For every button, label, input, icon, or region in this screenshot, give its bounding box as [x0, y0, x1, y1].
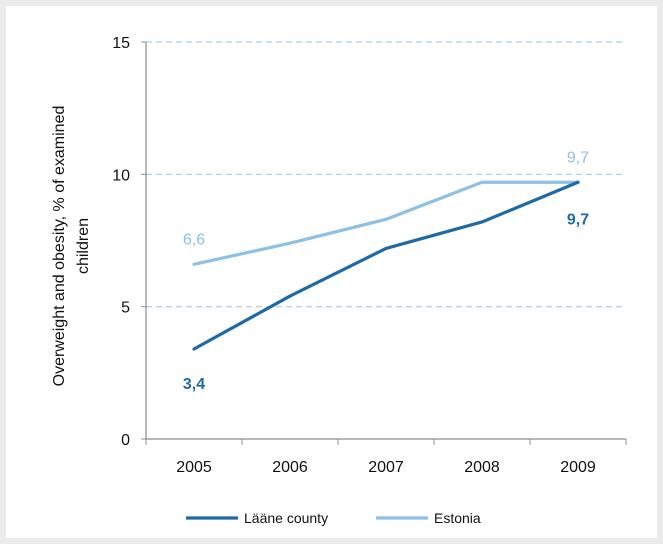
legend-label-0: Lääne county: [244, 510, 328, 526]
x-tick-label-2009: 2009: [560, 459, 596, 476]
gridlines: [146, 41, 626, 308]
series-line-estonia: [192, 180, 580, 266]
data-label-0: 3,4: [183, 376, 205, 393]
x-tick-label-2006: 2006: [272, 459, 308, 476]
data-label-2: 6,6: [183, 231, 205, 248]
line-chart: 0 5 10 15 2005 2006 2007 2008 2009 Overweight an…: [51, 35, 627, 526]
series-line-l-ne-county: [192, 180, 580, 351]
series-lines: [192, 180, 580, 351]
y-axis-title-line-2: children: [75, 218, 92, 274]
y-tick-label-15: 15: [112, 35, 130, 52]
x-tick-label-2007: 2007: [368, 459, 404, 476]
y-axis-title: Overweight and obesity, % of examined ch…: [51, 106, 92, 387]
y-tick-label-0: 0: [121, 432, 130, 449]
data-label-3: 9,7: [567, 149, 589, 166]
legend: Lääne county Estonia: [186, 510, 481, 526]
y-tick-label-5: 5: [121, 300, 130, 317]
y-tick-label-10: 10: [112, 167, 130, 184]
data-labels: 3,4 9,7 6,6 9,7: [183, 149, 589, 393]
x-tick-label-2008: 2008: [464, 459, 500, 476]
data-label-1: 9,7: [567, 211, 589, 228]
chart-frame: 0 5 10 15 2005 2006 2007 2008 2009 Overweight an…: [6, 6, 657, 538]
axes: 0 5 10 15 2005 2006 2007 2008 2009: [112, 35, 627, 476]
y-axis-title-line-1: Overweight and obesity, % of examined: [51, 106, 68, 387]
x-tick-label-2005: 2005: [176, 459, 212, 476]
legend-label-1: Estonia: [434, 510, 481, 526]
